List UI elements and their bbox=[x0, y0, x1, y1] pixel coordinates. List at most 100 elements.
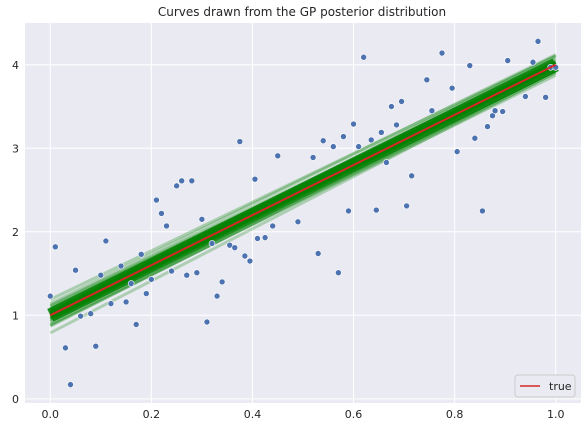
data-point bbox=[188, 177, 196, 185]
data-point bbox=[241, 252, 249, 260]
data-point bbox=[102, 237, 110, 245]
data-point bbox=[132, 321, 140, 328]
data-point bbox=[423, 76, 431, 84]
data-point bbox=[383, 159, 390, 166]
data-point bbox=[178, 177, 185, 185]
data-point bbox=[340, 133, 347, 140]
legend-true-label: true bbox=[549, 380, 572, 393]
data-point bbox=[484, 123, 491, 130]
data-point bbox=[218, 278, 226, 286]
data-point bbox=[158, 210, 165, 217]
data-point bbox=[52, 243, 59, 251]
data-point bbox=[269, 222, 276, 230]
data-point bbox=[251, 175, 259, 183]
data-point bbox=[261, 234, 269, 241]
data-point bbox=[173, 182, 180, 190]
data-point bbox=[309, 154, 317, 161]
data-point bbox=[97, 271, 105, 279]
data-point bbox=[372, 206, 380, 214]
data-points bbox=[46, 38, 560, 388]
data-point bbox=[122, 298, 130, 306]
legend-box bbox=[514, 374, 576, 398]
data-point bbox=[438, 49, 446, 57]
data-point bbox=[183, 271, 191, 279]
data-point bbox=[360, 53, 367, 61]
tick-labels: 0.0 0.2 0.4 0.6 0.8 1.0 0 1 2 3 4 bbox=[12, 59, 564, 421]
data-point bbox=[471, 134, 479, 142]
x-tick-label: 0.2 bbox=[143, 408, 161, 421]
data-point bbox=[137, 251, 145, 258]
data-point bbox=[534, 38, 542, 45]
true-line bbox=[49, 63, 557, 317]
data-point bbox=[350, 120, 357, 128]
data-point bbox=[453, 148, 461, 155]
data-point bbox=[46, 292, 54, 300]
posterior-curve bbox=[49, 53, 557, 305]
x-tick-label: 0.0 bbox=[42, 408, 60, 421]
data-point bbox=[403, 202, 410, 210]
posterior-curve bbox=[49, 54, 557, 301]
true-line-layer bbox=[49, 63, 557, 317]
data-point bbox=[398, 98, 405, 105]
data-point bbox=[208, 240, 216, 247]
data-point bbox=[163, 222, 170, 230]
posterior-curve bbox=[49, 71, 557, 335]
y-tick-label: 3 bbox=[12, 142, 19, 155]
legend: true bbox=[514, 374, 576, 398]
data-point bbox=[355, 143, 362, 150]
data-point bbox=[117, 262, 125, 270]
data-point bbox=[127, 280, 135, 287]
y-tick-label: 4 bbox=[12, 59, 19, 72]
x-tick-label: 1.0 bbox=[547, 408, 565, 421]
data-point bbox=[542, 94, 549, 101]
data-point bbox=[254, 235, 261, 242]
data-point bbox=[231, 244, 239, 251]
data-point bbox=[87, 310, 95, 317]
data-point bbox=[236, 138, 244, 145]
data-point bbox=[393, 121, 400, 129]
data-point bbox=[246, 257, 254, 265]
data-point bbox=[62, 344, 69, 352]
data-point bbox=[168, 267, 175, 275]
data-point bbox=[367, 136, 375, 144]
x-tick-label: 0.4 bbox=[244, 408, 262, 421]
posterior-curve bbox=[49, 73, 557, 326]
data-point bbox=[148, 276, 155, 283]
data-point bbox=[213, 292, 221, 300]
data-point bbox=[491, 107, 499, 114]
data-point bbox=[314, 250, 322, 257]
data-point bbox=[294, 218, 302, 226]
y-tick-label: 2 bbox=[12, 226, 19, 239]
data-point bbox=[92, 342, 100, 350]
data-point bbox=[153, 196, 160, 204]
data-point bbox=[107, 300, 115, 307]
data-point bbox=[319, 137, 327, 145]
data-point bbox=[522, 93, 529, 100]
plot-area bbox=[25, 23, 581, 403]
data-point bbox=[504, 57, 512, 64]
data-point bbox=[72, 266, 79, 274]
data-point bbox=[479, 207, 486, 215]
data-point bbox=[77, 312, 84, 320]
data-point bbox=[143, 290, 150, 297]
data-point bbox=[330, 143, 337, 150]
data-point bbox=[499, 108, 506, 115]
data-point bbox=[67, 381, 74, 388]
data-point bbox=[378, 129, 385, 136]
y-tick-label: 1 bbox=[12, 309, 19, 322]
data-point bbox=[193, 269, 201, 277]
x-tick-label: 0.8 bbox=[446, 408, 464, 421]
y-tick-label: 0 bbox=[12, 393, 19, 406]
data-point bbox=[203, 318, 211, 326]
data-point bbox=[466, 62, 474, 69]
data-point bbox=[448, 84, 456, 92]
data-point bbox=[274, 152, 282, 160]
data-point bbox=[388, 103, 395, 110]
chart-title: Curves drawn from the GP posterior distr… bbox=[158, 5, 446, 19]
data-point bbox=[529, 58, 537, 66]
posterior-curve bbox=[49, 71, 557, 327]
data-point bbox=[335, 269, 342, 277]
x-tick-label: 0.6 bbox=[345, 408, 363, 421]
